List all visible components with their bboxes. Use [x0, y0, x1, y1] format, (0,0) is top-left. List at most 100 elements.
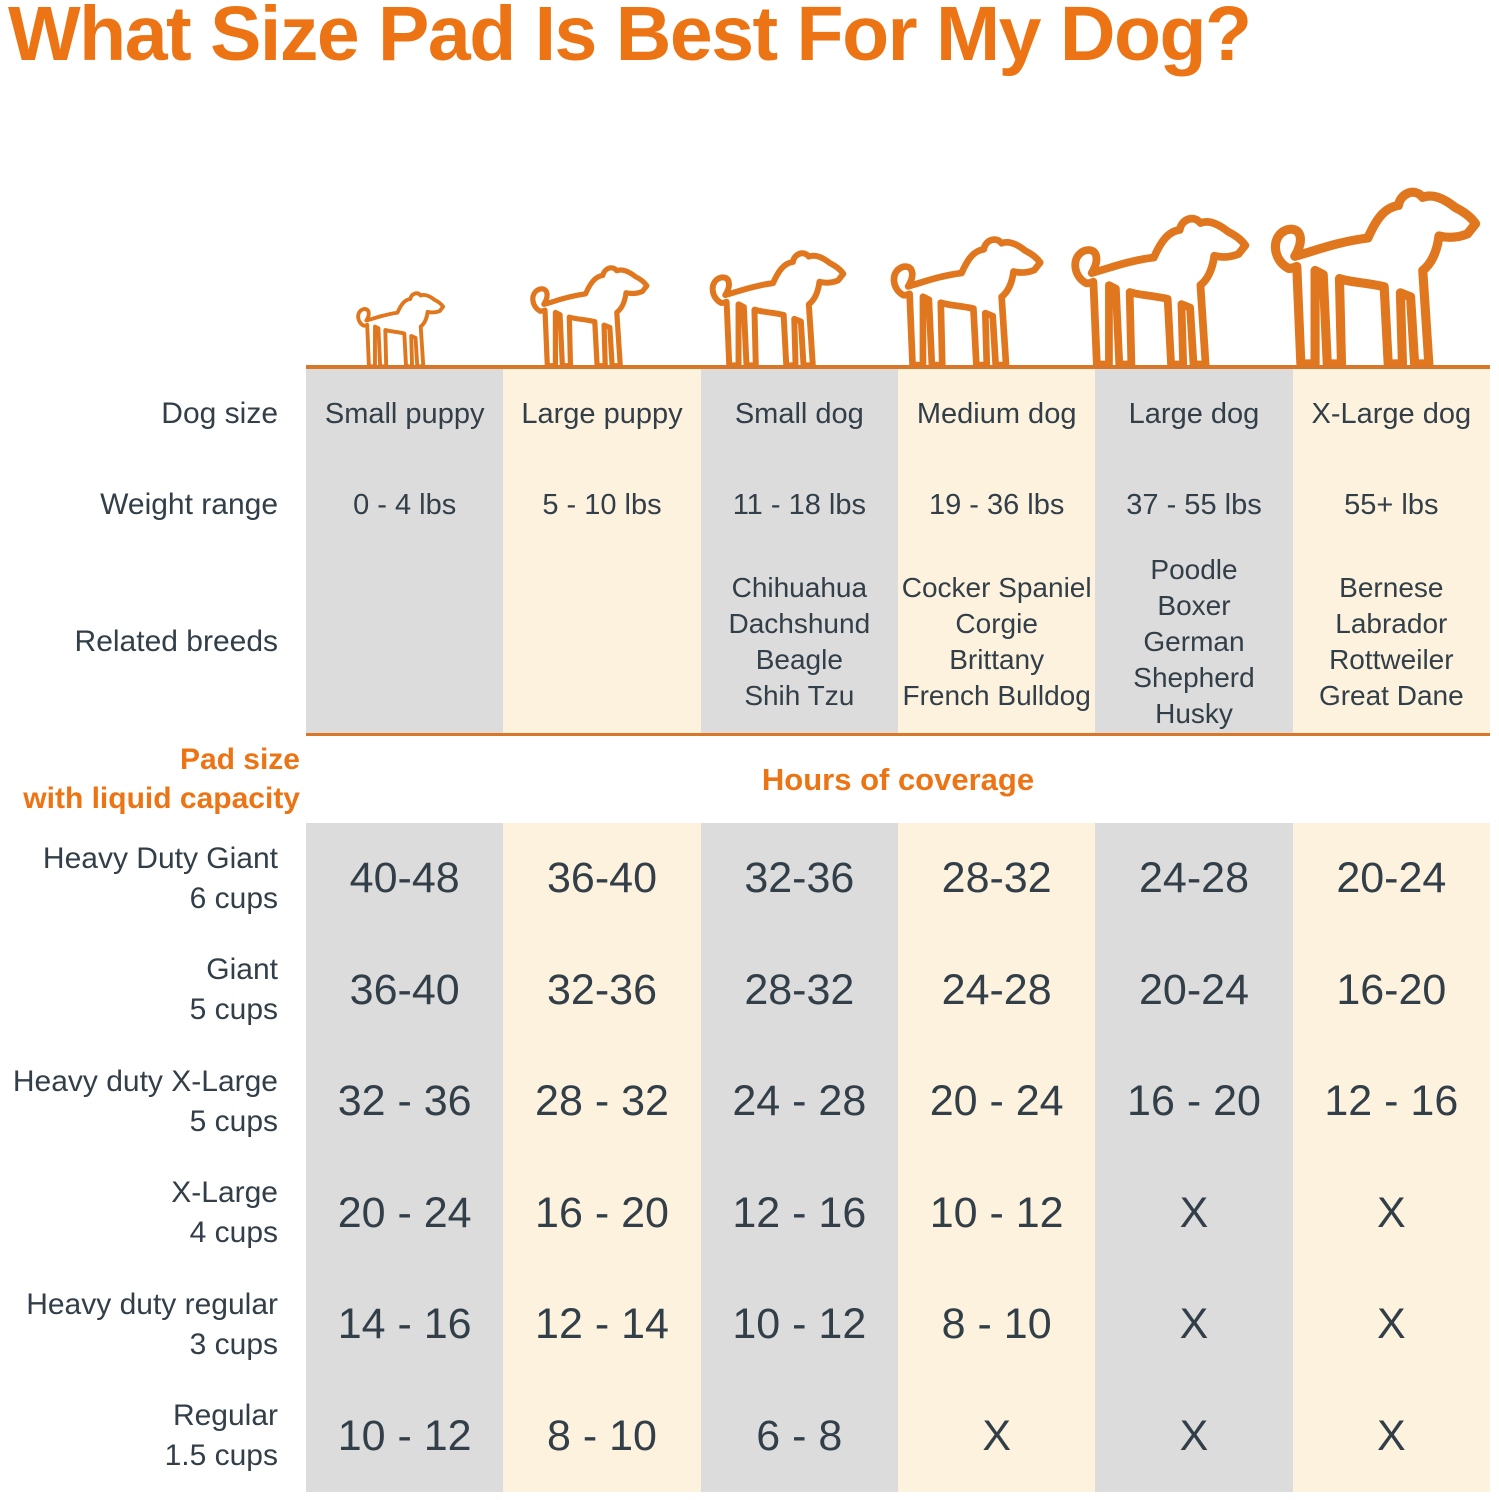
- hours-cell: 36-40: [306, 934, 504, 1046]
- hours-cell: 20-24: [1095, 934, 1293, 1046]
- breed-line: Great Dane: [1318, 680, 1464, 711]
- breed-line: Brittany: [949, 644, 1045, 675]
- row-label-dog-size: Dog size: [0, 369, 306, 459]
- hours-of-coverage-header: Hours of coverage: [761, 762, 1035, 797]
- row-label-weight-range: Weight range: [0, 459, 306, 551]
- weight-cell: 55+ lbs: [1292, 459, 1490, 551]
- breeds-cell: Chihuahua Dachshund Beagle Shih Tzu: [700, 551, 898, 733]
- pad-row-label: Heavy duty regular 3 cups: [0, 1269, 306, 1381]
- small-dog-icon: [683, 242, 872, 368]
- hours-cell: X: [1292, 1157, 1490, 1269]
- pad-row-label: Heavy duty X-Large 5 cups: [0, 1046, 306, 1158]
- hours-cell: X: [1095, 1269, 1293, 1381]
- breed-line: French Bulldog: [902, 680, 1091, 711]
- hours-cell: 28-32: [700, 934, 898, 1046]
- breed-line: Corgie: [955, 608, 1038, 639]
- breed-line: Shih Tzu: [744, 680, 855, 711]
- col-header-large-puppy: Large puppy: [503, 369, 701, 459]
- hours-cell: 14 - 16: [306, 1269, 504, 1381]
- pad-name: Heavy Duty Giant: [42, 841, 278, 875]
- pad-size-section-label: Pad size with liquid capacity: [0, 740, 300, 818]
- breed-line: Bernese: [1339, 572, 1444, 603]
- large-dog-icon: [1060, 204, 1258, 368]
- col-header-large-dog: Large dog: [1095, 369, 1293, 459]
- small-puppy-dog-icon: [306, 286, 495, 369]
- weight-cell: 11 - 18 lbs: [700, 459, 898, 551]
- breed-line: German: [1143, 626, 1245, 657]
- hours-cell: 8 - 10: [897, 1269, 1096, 1381]
- page-title: What Size Pad Is Best For My Dog?: [8, 0, 1252, 77]
- dog-size-header-table: Dog size Small puppy Large puppy Small d…: [0, 369, 1490, 733]
- hours-cell: 10 - 12: [897, 1157, 1096, 1269]
- weight-cell: 0 - 4 lbs: [306, 459, 504, 551]
- pad-row-label: X-Large 4 cups: [0, 1157, 306, 1269]
- pad-name: X-Large: [171, 1176, 278, 1210]
- hours-cell: 32-36: [700, 823, 898, 935]
- breed-line: Labrador: [1335, 608, 1448, 639]
- breeds-cell: Poodle Boxer German Shepherd Husky: [1095, 551, 1293, 733]
- pad-size-label-line2: with liquid capacity: [23, 782, 300, 815]
- breed-line: Beagle: [755, 644, 843, 675]
- hours-cell: 16-20: [1292, 934, 1490, 1046]
- hours-cell: 20 - 24: [306, 1157, 504, 1269]
- pad-row-label: Giant 5 cups: [0, 934, 306, 1046]
- hours-cell: X: [1292, 1380, 1490, 1492]
- hours-cell: 12 - 16: [1292, 1046, 1490, 1158]
- hours-cell: 10 - 12: [700, 1269, 898, 1381]
- breed-line: Shepherd: [1133, 662, 1255, 693]
- breed-line: Poodle: [1150, 554, 1238, 585]
- row-label-related-breeds: Related breeds: [0, 551, 306, 733]
- hours-cell: 32-36: [503, 934, 701, 1046]
- pad-capacity: 3 cups: [189, 1327, 278, 1361]
- hours-cell: 32 - 36: [306, 1046, 504, 1158]
- hours-cell: 6 - 8: [700, 1380, 898, 1492]
- large-puppy-dog-icon: [495, 258, 684, 368]
- hours-cell: 36-40: [503, 823, 701, 935]
- hours-cell: 24-28: [897, 934, 1096, 1046]
- hours-cell: 40-48: [306, 823, 504, 935]
- pad-row-label: Heavy Duty Giant 6 cups: [0, 823, 306, 935]
- hours-cell: 12 - 14: [503, 1269, 701, 1381]
- breed-line: Chihuahua: [731, 572, 868, 603]
- hours-cell: 20 - 24: [897, 1046, 1096, 1158]
- weight-cell: 37 - 55 lbs: [1095, 459, 1293, 551]
- medium-dog-icon: [872, 227, 1061, 368]
- breed-line: Cocker Spaniel: [901, 572, 1092, 603]
- hours-cell: X: [897, 1380, 1096, 1492]
- pad-capacity: 1.5 cups: [164, 1439, 278, 1473]
- hours-cell: 24 - 28: [700, 1046, 898, 1158]
- dog-illustrations-row: [306, 128, 1490, 368]
- hours-cell: 28 - 32: [503, 1046, 701, 1158]
- hours-cell: 10 - 12: [306, 1380, 504, 1492]
- hours-cell: 24-28: [1095, 823, 1293, 935]
- hours-cell: 20-24: [1292, 823, 1490, 935]
- breeds-cell: Bernese Labrador Rottweiler Great Dane: [1292, 551, 1490, 733]
- pad-name: Regular: [172, 1399, 278, 1433]
- col-header-x-large-dog: X-Large dog: [1292, 369, 1490, 459]
- breed-line: Rottweiler: [1329, 644, 1454, 675]
- pad-size-label-line1: Pad size: [179, 743, 300, 776]
- hours-cell: X: [1292, 1269, 1490, 1381]
- hours-of-coverage-table: Heavy Duty Giant 6 cups 40-48 36-40 32-3…: [0, 823, 1490, 1492]
- ground-line: [306, 365, 1490, 369]
- pad-capacity: 4 cups: [189, 1216, 278, 1250]
- hours-cell: 12 - 16: [700, 1157, 898, 1269]
- hours-cell: X: [1095, 1157, 1293, 1269]
- x-large-dog-icon: [1258, 175, 1490, 368]
- pad-capacity: 5 cups: [189, 1104, 278, 1138]
- breeds-cell: Cocker Spaniel Corgie Brittany French Bu…: [897, 551, 1096, 733]
- col-header-small-puppy: Small puppy: [306, 369, 504, 459]
- hours-cell: 16 - 20: [503, 1157, 701, 1269]
- breed-line: Boxer: [1157, 590, 1231, 621]
- breed-line: Husky: [1155, 698, 1233, 729]
- pad-capacity: 5 cups: [189, 993, 278, 1027]
- pad-row-label: Regular 1.5 cups: [0, 1380, 306, 1492]
- hours-cell: 28-32: [897, 823, 1096, 935]
- col-header-small-dog: Small dog: [700, 369, 898, 459]
- hours-cell: 16 - 20: [1095, 1046, 1293, 1158]
- col-header-medium-dog: Medium dog: [897, 369, 1096, 459]
- breeds-cell: [503, 551, 701, 733]
- section-divider-line: [306, 733, 1490, 736]
- breed-line: Dachshund: [728, 608, 871, 639]
- pad-name: Heavy duty X-Large: [12, 1064, 278, 1098]
